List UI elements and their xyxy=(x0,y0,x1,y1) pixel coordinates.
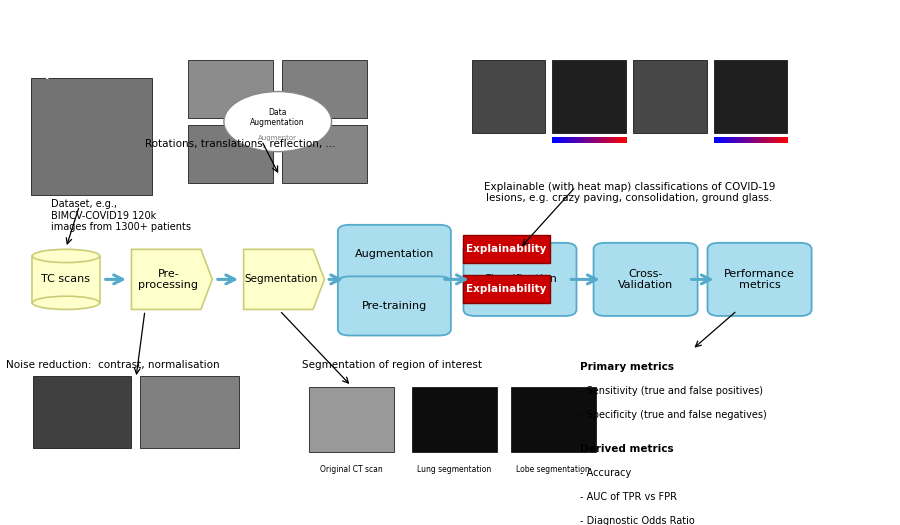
Text: Primary metrics: Primary metrics xyxy=(580,362,674,372)
Text: Pre-
processing: Pre- processing xyxy=(139,269,199,290)
Bar xyxy=(761,138,766,143)
Text: - Accuracy: - Accuracy xyxy=(580,468,631,478)
Text: Augmentation: Augmentation xyxy=(355,249,434,259)
Bar xyxy=(769,138,773,143)
Text: Explainability: Explainability xyxy=(466,244,546,254)
Bar xyxy=(754,138,759,143)
Bar xyxy=(721,138,725,143)
Text: Explainability: Explainability xyxy=(466,285,546,295)
FancyBboxPatch shape xyxy=(338,276,451,335)
Text: Derived metrics: Derived metrics xyxy=(580,444,674,454)
Text: - Sensitivity (true and false positives): - Sensitivity (true and false positives) xyxy=(580,386,763,396)
Bar xyxy=(412,387,497,452)
Bar xyxy=(31,78,152,195)
Bar xyxy=(780,138,785,143)
Text: - Specificity (true and false negatives): - Specificity (true and false negatives) xyxy=(580,410,767,420)
FancyBboxPatch shape xyxy=(707,243,812,316)
Text: - Diagnostic Odds Ratio: - Diagnostic Odds Ratio xyxy=(580,516,695,525)
Bar xyxy=(777,138,781,143)
Bar xyxy=(604,138,608,143)
Bar xyxy=(553,60,626,133)
Bar xyxy=(32,256,100,303)
Polygon shape xyxy=(131,249,212,309)
Text: Pre-training: Pre-training xyxy=(362,301,427,311)
FancyBboxPatch shape xyxy=(338,225,451,284)
Polygon shape xyxy=(244,249,324,309)
Bar xyxy=(600,138,605,143)
Text: Explainable (with heat map) classifications of COVID-19
lesions, e.g. crazy pavi: Explainable (with heat map) classificati… xyxy=(484,182,775,203)
Bar xyxy=(747,138,752,143)
Bar xyxy=(618,138,623,143)
Text: Classification: Classification xyxy=(483,275,557,285)
Bar xyxy=(724,138,729,143)
Bar xyxy=(714,60,788,133)
FancyBboxPatch shape xyxy=(464,235,550,264)
Bar xyxy=(567,138,572,143)
Text: Noise reduction:  contrast, normalisation: Noise reduction: contrast, normalisation xyxy=(6,360,220,370)
Bar xyxy=(593,138,598,143)
Bar xyxy=(733,138,737,143)
Bar xyxy=(578,138,582,143)
Text: - AUC of TPR vs FPR: - AUC of TPR vs FPR xyxy=(580,492,677,502)
Bar xyxy=(611,138,616,143)
Bar xyxy=(571,138,575,143)
Bar xyxy=(590,138,594,143)
Ellipse shape xyxy=(32,296,100,309)
Bar xyxy=(597,138,601,143)
Bar xyxy=(608,138,612,143)
Bar xyxy=(510,387,596,452)
Bar xyxy=(622,138,626,143)
Bar xyxy=(472,60,545,133)
Bar xyxy=(32,376,131,448)
Bar xyxy=(751,138,755,143)
Bar xyxy=(765,138,770,143)
Bar xyxy=(563,138,568,143)
Circle shape xyxy=(224,91,331,152)
FancyBboxPatch shape xyxy=(464,276,550,303)
Text: Augmentor: Augmentor xyxy=(258,135,297,141)
Bar xyxy=(140,376,239,448)
Text: Lobe segmentation: Lobe segmentation xyxy=(517,465,590,474)
Text: F: F xyxy=(44,69,53,82)
Ellipse shape xyxy=(32,249,100,262)
Text: Original CT scan: Original CT scan xyxy=(320,465,382,474)
Text: Segmentation of region of interest: Segmentation of region of interest xyxy=(302,360,482,370)
Bar xyxy=(581,138,586,143)
Bar xyxy=(553,138,557,143)
Bar xyxy=(282,60,367,118)
Bar xyxy=(758,138,762,143)
Bar xyxy=(187,60,273,118)
Bar xyxy=(615,138,619,143)
FancyBboxPatch shape xyxy=(594,243,698,316)
Text: TC scans: TC scans xyxy=(41,275,91,285)
Text: Data
Augmentation: Data Augmentation xyxy=(250,108,305,127)
Bar xyxy=(556,138,561,143)
Bar xyxy=(743,138,748,143)
Text: Rotations, translations, reflection, ...: Rotations, translations, reflection, ... xyxy=(145,139,336,149)
Text: Performance
metrics: Performance metrics xyxy=(724,269,795,290)
Text: Lung segmentation: Lung segmentation xyxy=(418,465,491,474)
Bar xyxy=(784,138,788,143)
Bar xyxy=(728,138,733,143)
Bar xyxy=(714,138,718,143)
Text: Cross-
Validation: Cross- Validation xyxy=(618,269,673,290)
Bar xyxy=(282,125,367,183)
FancyBboxPatch shape xyxy=(464,243,577,316)
Bar xyxy=(772,138,778,143)
Bar xyxy=(585,138,590,143)
Text: Dataset, e.g.,
BIMCV-COVID19 120k
images from 1300+ patients: Dataset, e.g., BIMCV-COVID19 120k images… xyxy=(50,200,191,233)
Bar xyxy=(736,138,741,143)
Text: Segmentation: Segmentation xyxy=(244,275,318,285)
Bar xyxy=(187,125,273,183)
Bar xyxy=(717,138,722,143)
Bar xyxy=(633,60,706,133)
Bar xyxy=(309,387,394,452)
Bar xyxy=(574,138,579,143)
Bar xyxy=(560,138,564,143)
Bar xyxy=(740,138,744,143)
